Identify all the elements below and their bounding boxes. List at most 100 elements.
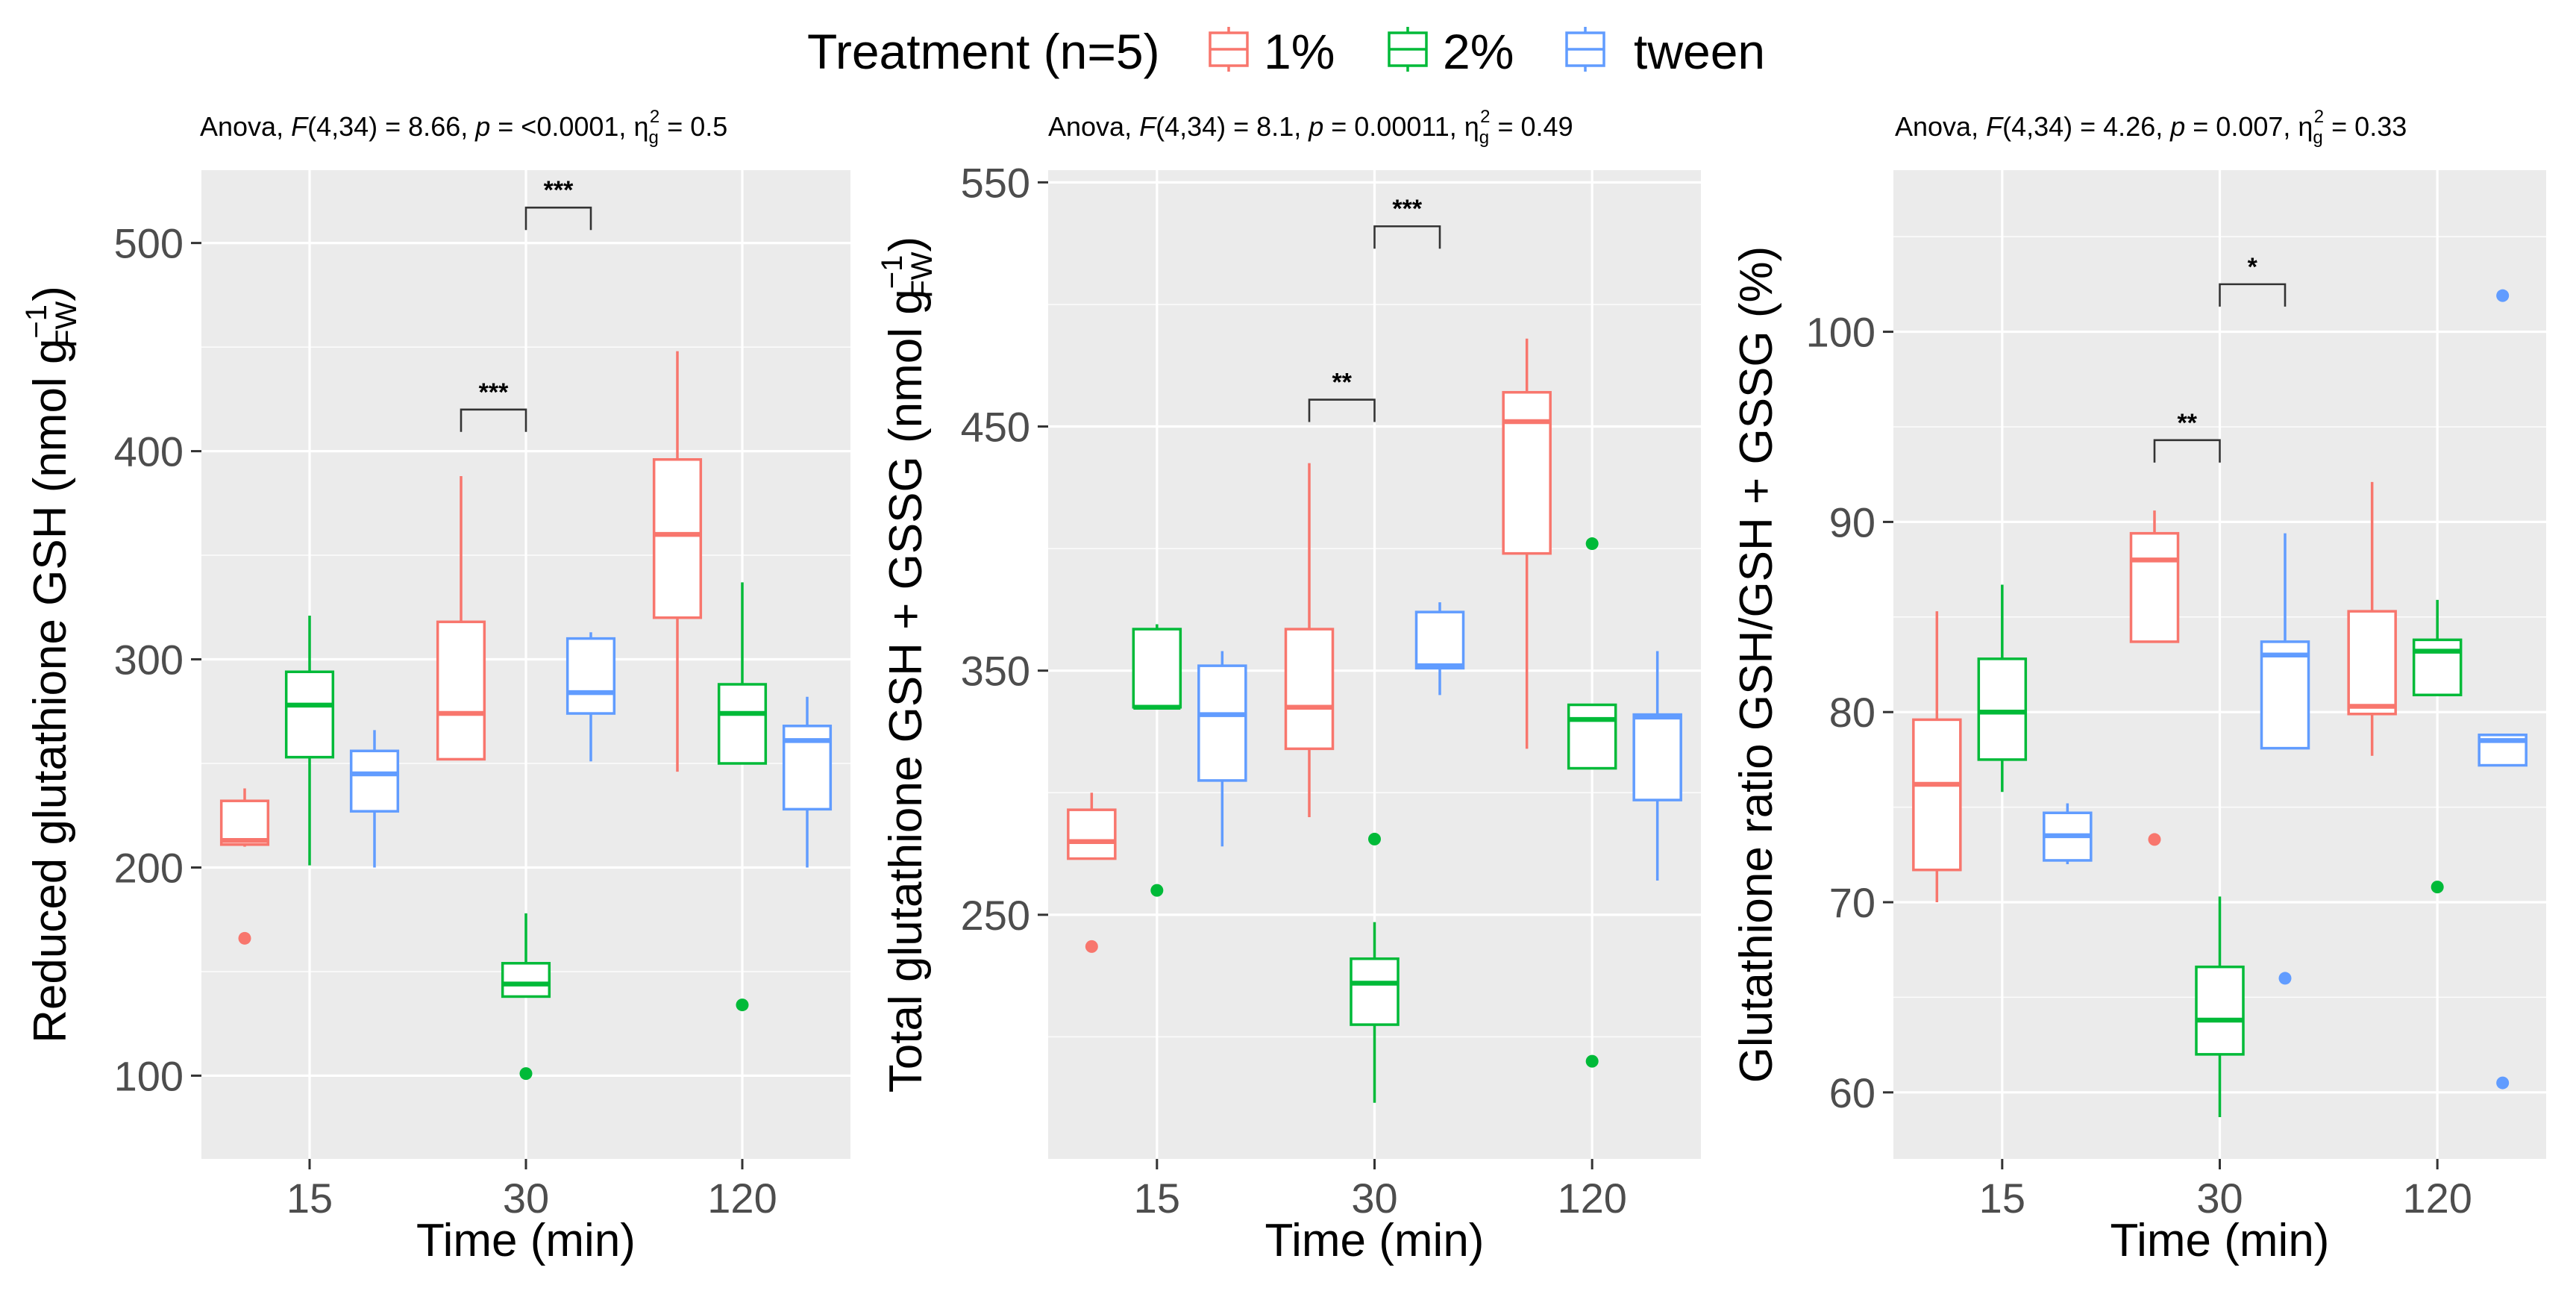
significance-label: ** <box>1332 369 1353 397</box>
y-axis-title-main: Reduced glutathione GSH (nmol g <box>25 339 76 1043</box>
y-tick-label: 350 <box>961 648 1030 695</box>
legend-entry-2pct: 2% <box>1388 24 1514 79</box>
subtitle-eta-value: = 0.49 <box>1491 111 1573 142</box>
y-tick-label: 100 <box>114 1052 184 1099</box>
bracket-line <box>1373 225 1441 249</box>
x-tick-label: 15 <box>286 1175 333 1222</box>
y-tick-label: 100 <box>1806 309 1875 356</box>
box-1pct-15 <box>1912 611 1962 903</box>
x-tick-label: 15 <box>1134 1175 1180 1222</box>
box-tween-120 <box>1632 651 1682 881</box>
y-axis-title: Reduced glutathione GSH (nmol g−1FW) <box>20 286 83 1043</box>
box-tween-30 <box>565 632 616 762</box>
y-tick-label: 250 <box>961 892 1030 939</box>
significance-label: *** <box>1392 195 1422 223</box>
x-axis-title: Time (min) <box>1265 1215 1485 1266</box>
subtitle-df: (4,34) = 8.1, <box>1156 111 1309 142</box>
box-tween-120 <box>782 696 833 868</box>
x-tick-label: 30 <box>1351 1175 1397 1222</box>
subtitle-eta: η <box>1464 111 1479 142</box>
subtitle-p-value: = <0.0001, <box>490 111 633 142</box>
box-body <box>501 962 551 998</box>
y-tick-label: 60 <box>1829 1069 1875 1116</box>
panel-subtitle: Anova, F(4,34) = 4.26, p = 0.007, ηg2 = … <box>1895 107 2407 148</box>
box-tween-30 <box>2260 533 2310 985</box>
box-2pct-15 <box>284 615 335 866</box>
y-axis-title: Total glutathione GSH + GSSG (nmol g−1FW… <box>876 237 938 1093</box>
x-tick-label: 30 <box>503 1175 549 1222</box>
y-tick-label: 90 <box>1829 498 1875 546</box>
x-tick-label: 120 <box>2402 1175 2472 1222</box>
y-axis-title-sub: FW <box>50 301 83 348</box>
significance-label: *** <box>479 378 509 407</box>
box-body <box>1977 657 2028 761</box>
panel-subtitle: Anova, F(4,34) = 8.66, p = <0.0001, ηg2 … <box>200 107 727 148</box>
subtitle-eta-value: = 0.5 <box>659 111 727 142</box>
outlier-point <box>736 998 749 1012</box>
box-body <box>1067 808 1117 860</box>
legend-label-tween: tween <box>1634 24 1765 79</box>
y-tick-label: 400 <box>114 428 184 475</box>
subtitle-eta-sub: g <box>648 128 658 148</box>
outlier-point <box>1150 884 1164 897</box>
significance-bracket: ** <box>2153 409 2221 463</box>
panel-1: 100 200 300 400 500 15 30 120 *** *** Anova, F(4,3… <box>20 107 850 1266</box>
box-body <box>2260 640 2310 750</box>
significance-bracket: * <box>2219 253 2287 307</box>
x-tick-label: 30 <box>2196 1175 2243 1222</box>
x-tick-label: 15 <box>1979 1175 2025 1222</box>
panel-subtitle: Anova, F(4,34) = 8.1, p = 0.00011, ηg2 =… <box>1048 107 1573 148</box>
box-tween-30 <box>1414 602 1465 696</box>
box-2pct-30 <box>2195 896 2245 1117</box>
x-axis-title: Time (min) <box>2110 1215 2330 1266</box>
subtitle-f: F <box>1139 111 1157 142</box>
x-tick-label: 120 <box>1557 1175 1626 1222</box>
box-1pct-120 <box>1502 338 1552 749</box>
box-body <box>1632 713 1682 801</box>
bracket-line <box>524 206 592 231</box>
subtitle-eta-value: = 0.33 <box>2324 111 2407 142</box>
subtitle-f: F <box>1986 111 2004 142</box>
outlier-point <box>2496 1076 2510 1090</box>
outlier-point <box>238 931 251 945</box>
y-tick-label: 200 <box>114 844 184 891</box>
y-axis-title-sup: −1 <box>20 304 53 339</box>
x-axis-title: Time (min) <box>416 1215 636 1266</box>
outlier-point <box>2148 833 2161 846</box>
box-1pct-120 <box>2347 481 2397 756</box>
box-2pct-120 <box>2412 599 2463 894</box>
box-body <box>1132 628 1182 709</box>
y-axis-title: Glutathione ratio GSH/GSH + GSSG (%) <box>1731 246 1782 1084</box>
outlier-point <box>1085 940 1098 953</box>
subtitle-df: (4,34) = 4.26, <box>2002 111 2170 142</box>
outlier-point <box>1368 832 1381 846</box>
box-tween-120 <box>2478 289 2528 1090</box>
box-body <box>652 457 703 619</box>
y-axis-title-sup: −1 <box>876 255 909 290</box>
subtitle-prefix: Anova, <box>1895 111 1986 142</box>
y-tick-label: 300 <box>114 637 184 684</box>
box-2pct-15 <box>1132 624 1182 897</box>
box-body <box>717 683 768 765</box>
outlier-point <box>1585 1054 1599 1068</box>
bracket-line <box>2153 439 2221 463</box>
bracket-line <box>460 408 527 432</box>
y-tick-label: 80 <box>1829 689 1875 736</box>
significance-bracket: ** <box>1308 369 1376 422</box>
legend-entry-tween: tween <box>1565 24 1765 79</box>
box-body <box>1284 628 1335 751</box>
legend-title: Treatment (n=5) <box>807 24 1160 79</box>
subtitle-eta-sup: 2 <box>2314 107 2324 127</box>
box-tween-15 <box>2043 803 2093 865</box>
box-1pct-15 <box>219 788 270 945</box>
subtitle-p: p <box>474 111 490 142</box>
y-axis-title-main: Total glutathione GSH + GSSG (nmol g <box>880 289 932 1093</box>
box-1pct-30 <box>1284 463 1335 817</box>
significance-bracket: *** <box>524 176 592 231</box>
subtitle-f: F <box>291 111 309 142</box>
significance-bracket: *** <box>460 378 527 432</box>
box-tween-15 <box>349 730 400 868</box>
